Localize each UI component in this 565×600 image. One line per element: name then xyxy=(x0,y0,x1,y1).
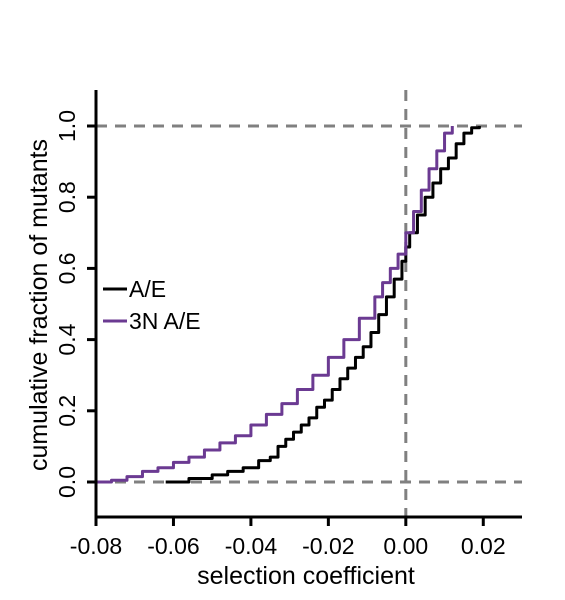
legend: A/E 3N A/E xyxy=(103,276,201,334)
series-line-3n-a-e xyxy=(96,126,454,484)
y-tick-label: 0.2 xyxy=(54,395,80,427)
x-ticks: -0.08 -0.06 -0.04 -0.02 0.00 0.02 xyxy=(70,517,506,559)
y-tick-label: 0.4 xyxy=(54,323,80,355)
y-ticks: 0.0 0.2 0.4 0.6 0.8 1.0 xyxy=(54,110,96,498)
y-tick-label: 0.0 xyxy=(54,466,80,498)
x-tick-label: -0.02 xyxy=(302,533,354,559)
legend-label-a-e: A/E xyxy=(129,276,166,302)
x-tick-label: 0.00 xyxy=(383,533,428,559)
legend-label-3n-a-e: 3N A/E xyxy=(129,308,201,334)
x-tick-label: -0.06 xyxy=(147,533,199,559)
y-tick-label: 1.0 xyxy=(54,110,80,142)
x-tick-label: -0.04 xyxy=(225,533,278,559)
reference-lines xyxy=(96,90,522,517)
y-axis-label: cumulative fraction of mutants xyxy=(25,139,53,471)
y-tick-label: 0.8 xyxy=(54,181,80,213)
x-tick-label: 0.02 xyxy=(461,533,506,559)
x-axis-label: selection coefficient xyxy=(197,562,415,590)
series-line-a-e xyxy=(165,126,481,484)
x-tick-label: -0.08 xyxy=(70,533,122,559)
y-tick-label: 0.6 xyxy=(54,252,80,284)
axes xyxy=(94,90,522,519)
series-layer xyxy=(96,126,481,484)
